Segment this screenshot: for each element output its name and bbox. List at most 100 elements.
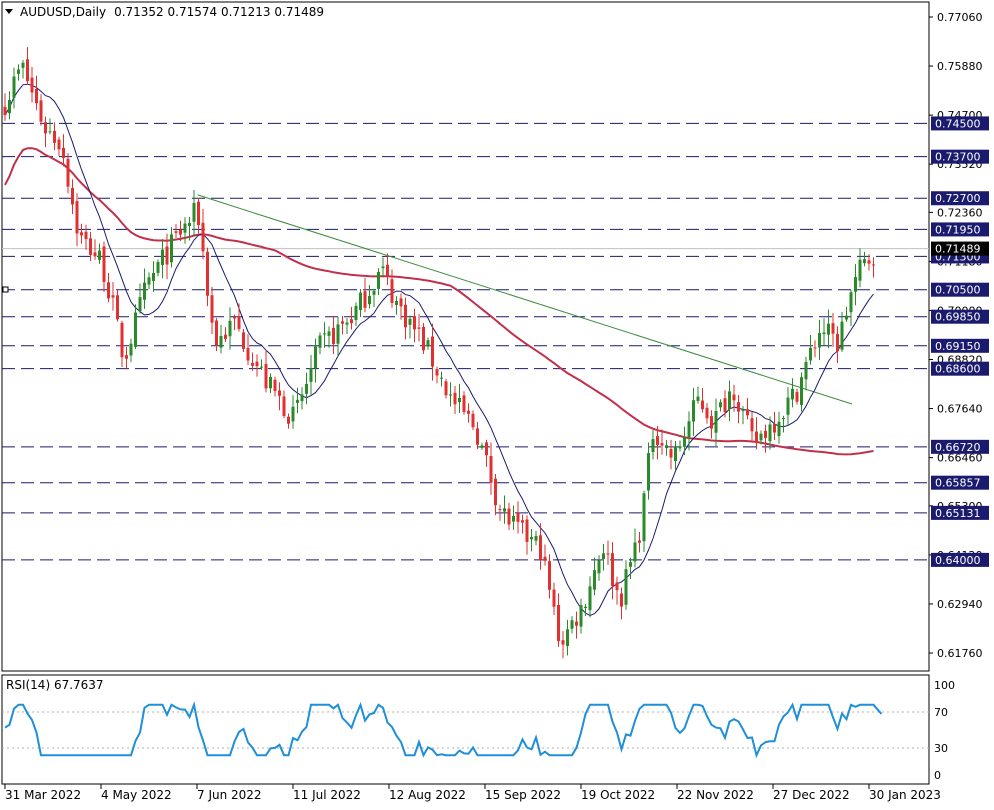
candle-body	[836, 333, 839, 352]
price-tick-label: 0.66460	[937, 452, 983, 465]
time-tick-label: 11 Jul 2022	[293, 788, 361, 802]
time-tick-label: 7 Jun 2022	[197, 788, 262, 802]
moving-averages	[4, 83, 874, 617]
candle-body	[575, 621, 578, 626]
candle-body	[476, 428, 479, 445]
candle-body	[755, 431, 758, 442]
candle-body	[404, 304, 407, 328]
candle-body	[629, 562, 632, 567]
level-label-bg	[931, 361, 989, 376]
horizontal-levels	[2, 122, 929, 561]
rsi-tick-label: 0	[934, 769, 941, 782]
candle-body	[296, 399, 299, 403]
candle-body	[800, 377, 803, 405]
candle-body	[422, 326, 425, 351]
level-label: 0.70500	[935, 284, 981, 297]
candle-body	[521, 520, 524, 523]
candle-body	[3, 106, 7, 116]
candle-body	[440, 377, 443, 379]
price-tick-label: 0.72360	[937, 206, 983, 219]
candle-body	[611, 553, 614, 587]
window-handle-icon[interactable]	[2, 286, 9, 293]
candle-body	[561, 640, 565, 645]
candle-body	[206, 251, 209, 296]
candle-body	[237, 316, 241, 329]
candle-body	[62, 147, 65, 159]
candle-body	[89, 238, 92, 255]
level-label: 0.64000	[935, 554, 981, 567]
candle-body	[858, 259, 862, 281]
candle-body	[867, 260, 871, 264]
candle-body	[188, 222, 191, 227]
time-tick-label: 15 Sep 2022	[485, 788, 561, 802]
candle-body	[359, 292, 362, 311]
level-label-bg	[931, 116, 989, 131]
candle-body	[377, 271, 380, 289]
candle-body	[71, 188, 74, 205]
caret-down-icon[interactable]	[5, 9, 13, 14]
candle-body	[44, 122, 47, 134]
candle-body	[507, 508, 511, 525]
candle-body	[332, 327, 335, 345]
candle-body	[696, 396, 700, 401]
level-label: 0.72700	[935, 192, 981, 205]
candle-body	[615, 582, 619, 591]
candle-body	[498, 508, 502, 510]
candle-body	[863, 259, 866, 264]
candle-body	[606, 553, 610, 555]
candle-body	[309, 367, 313, 382]
time-tick-label: 19 Oct 2022	[581, 788, 655, 802]
level-label: 0.69150	[935, 340, 981, 353]
candle-body	[588, 586, 592, 611]
symbol-title: AUDUSD,Daily 0.71352 0.71574 0.71213 0.71…	[20, 5, 324, 19]
level-label-bg	[931, 191, 989, 206]
rsi-line	[4, 701, 883, 759]
candle-body	[264, 364, 268, 389]
candle-body	[372, 290, 376, 295]
candle-body	[849, 292, 853, 313]
candle-body	[566, 629, 569, 647]
candle-body	[633, 542, 637, 562]
candle-body	[809, 347, 812, 361]
level-label-bg	[931, 222, 989, 237]
candle-body	[692, 400, 695, 422]
candle-body	[278, 390, 281, 396]
candle-body	[102, 246, 106, 282]
level-label-bg	[931, 475, 989, 490]
candle-body	[66, 158, 70, 187]
candle-body	[197, 201, 200, 226]
time-tick-label: 31 Mar 2022	[5, 788, 81, 802]
candle-body	[318, 335, 322, 348]
main-panel	[1, 1, 930, 672]
candle-body	[449, 394, 452, 396]
candle-body	[260, 366, 263, 368]
rsi-tick-label: 30	[934, 742, 948, 755]
time-tick-label: 22 Nov 2022	[677, 788, 754, 802]
candle-body	[557, 605, 560, 642]
candle-body	[282, 396, 286, 417]
candle-body	[80, 232, 83, 236]
candle-body	[75, 201, 79, 234]
candle-body	[417, 327, 421, 329]
candle-body	[737, 402, 740, 412]
candle-body	[791, 388, 794, 400]
candle-body	[336, 324, 340, 344]
candle-body	[732, 394, 736, 401]
rsi-group: 100 70 30 0	[2, 679, 955, 782]
price-tick-label: 0.62940	[937, 598, 983, 611]
candle-body	[494, 478, 497, 506]
candle-body	[831, 323, 835, 334]
candle-body	[354, 305, 358, 321]
level-label: 0.68600	[935, 363, 981, 376]
candle-body	[152, 272, 155, 282]
candle-body	[228, 320, 232, 337]
candle-body	[156, 262, 160, 273]
rsi-tick-label: 100	[934, 679, 955, 692]
candle-body	[768, 424, 772, 442]
candle-body	[458, 397, 461, 403]
candle-body	[444, 381, 448, 396]
candle-body	[840, 321, 844, 350]
level-label: 0.74500	[935, 117, 981, 130]
candle-body	[273, 379, 277, 391]
candle-body	[300, 394, 304, 402]
